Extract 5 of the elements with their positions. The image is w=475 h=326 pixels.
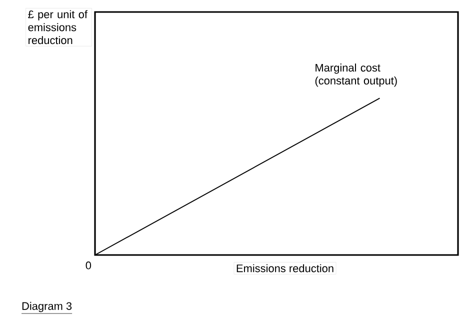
text: Diagram 3 — [22, 302, 72, 312]
y-axis-title: £ per unit of emissions reduction — [28, 10, 88, 44]
text: 0 — [86, 262, 92, 270]
x-axis-title: Emissions reduction — [236, 264, 334, 272]
text: Marginal cost (constant output) — [315, 64, 397, 87]
